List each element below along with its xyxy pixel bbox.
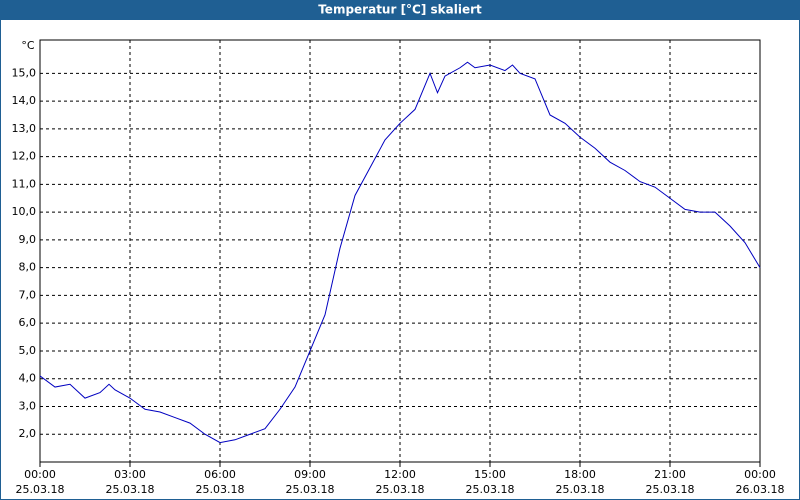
x-tick-label: 15:00 [474,468,506,481]
x-tick-label: 00:00 [744,468,776,481]
y-tick-label: 8,0 [19,261,37,274]
x-tick-date: 25.03.18 [196,483,245,496]
y-tick-label: 3,0 [19,399,37,412]
x-tick-label: 12:00 [384,468,416,481]
y-unit: °C [21,39,35,52]
x-tick-label: 18:00 [564,468,596,481]
x-tick-label: 03:00 [114,468,146,481]
y-tick-label: 14,0 [12,94,37,107]
x-tick-date: 25.03.18 [106,483,155,496]
y-tick-label: 10,0 [12,205,37,218]
x-tick-label: 00:00 [24,468,56,481]
y-tick-label: 13,0 [12,122,37,135]
chart-title: Temperatur [°C] skaliert [318,3,482,17]
x-tick-date: 25.03.18 [16,483,65,496]
data-line [39,61,761,444]
plot-frame [39,39,761,463]
x-tick-label: 21:00 [654,468,686,481]
y-tick-label: 12,0 [12,150,37,163]
y-tick-label: 15,0 [12,66,37,79]
x-tick-date: 25.03.18 [286,483,335,496]
y-tick-label: 2,0 [19,427,37,440]
y-tick-label: 9,0 [19,233,37,246]
y-tick-label: 11,0 [12,177,37,190]
x-tick-date: 26.03.18 [736,483,785,496]
y-tick-label: 4,0 [19,372,37,385]
title-bar [0,0,800,20]
x-tick-label: 06:00 [204,468,236,481]
x-tick-date: 25.03.18 [556,483,605,496]
y-tick-label: 6,0 [19,316,37,329]
x-tick-date: 25.03.18 [466,483,515,496]
y-tick-label: 5,0 [19,344,37,357]
x-tick-date: 25.03.18 [646,483,695,496]
x-tick-label: 09:00 [294,468,326,481]
y-tick-label: 7,0 [19,288,37,301]
x-tick-date: 25.03.18 [376,483,425,496]
